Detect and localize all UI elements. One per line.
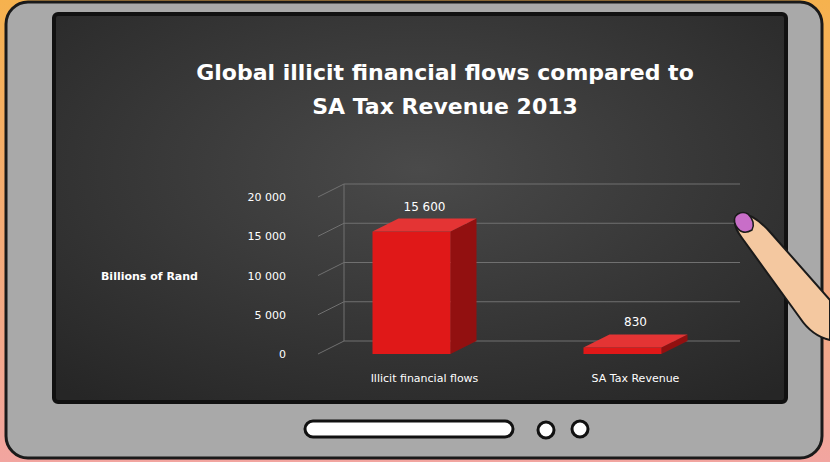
y-tick-label: 0 [279, 348, 286, 361]
grid: 0 5 000 10 000 15 000 20 000 [248, 184, 741, 361]
bar-side [451, 219, 477, 354]
y-tick-label: 5 000 [255, 309, 287, 322]
title-line: SA Tax Revenue 2013 [312, 94, 578, 119]
grid-line-floor [318, 223, 344, 236]
bar [373, 232, 451, 354]
title-group: Global illicit financial flows compared … [196, 60, 694, 119]
grid-line [344, 184, 740, 185]
bar [584, 347, 662, 354]
x-tick-label: SA Tax Revenue [592, 372, 680, 385]
bar-top [373, 219, 477, 232]
bar-group [584, 334, 688, 354]
y-axis-title: Billions of Rand [101, 270, 198, 283]
background [0, 0, 830, 462]
bars [373, 219, 688, 354]
monitor-button [572, 421, 588, 437]
y-tick-label: 20 000 [248, 191, 287, 204]
finger [735, 214, 830, 340]
y-tick-label: 15 000 [248, 230, 287, 243]
monitor-slot [305, 421, 513, 437]
grid-line-floor [318, 341, 344, 354]
pointing-hand [734, 213, 830, 341]
data-label: 15 600 [404, 200, 446, 214]
chart-title: Global illicit financial flows compared … [196, 60, 694, 119]
monitor-button [538, 422, 554, 438]
labels: 15 600 Illicit financial flows 830 SA Tax R… [371, 200, 680, 385]
title-line: Global illicit financial flows compared … [196, 60, 694, 85]
bar-group [373, 219, 477, 354]
y-axis-line [344, 184, 345, 341]
bar-top [584, 334, 688, 347]
fingernail [734, 213, 753, 233]
x-tick-label: Illicit financial flows [371, 372, 479, 385]
grid-line-floor [318, 184, 344, 197]
grid-line-floor [318, 263, 344, 276]
data-label: 830 [624, 315, 647, 329]
screen [54, 14, 786, 402]
y-tick-label: 10 000 [248, 270, 287, 283]
monitor-frame [6, 2, 822, 458]
grid-line-floor [318, 302, 344, 315]
